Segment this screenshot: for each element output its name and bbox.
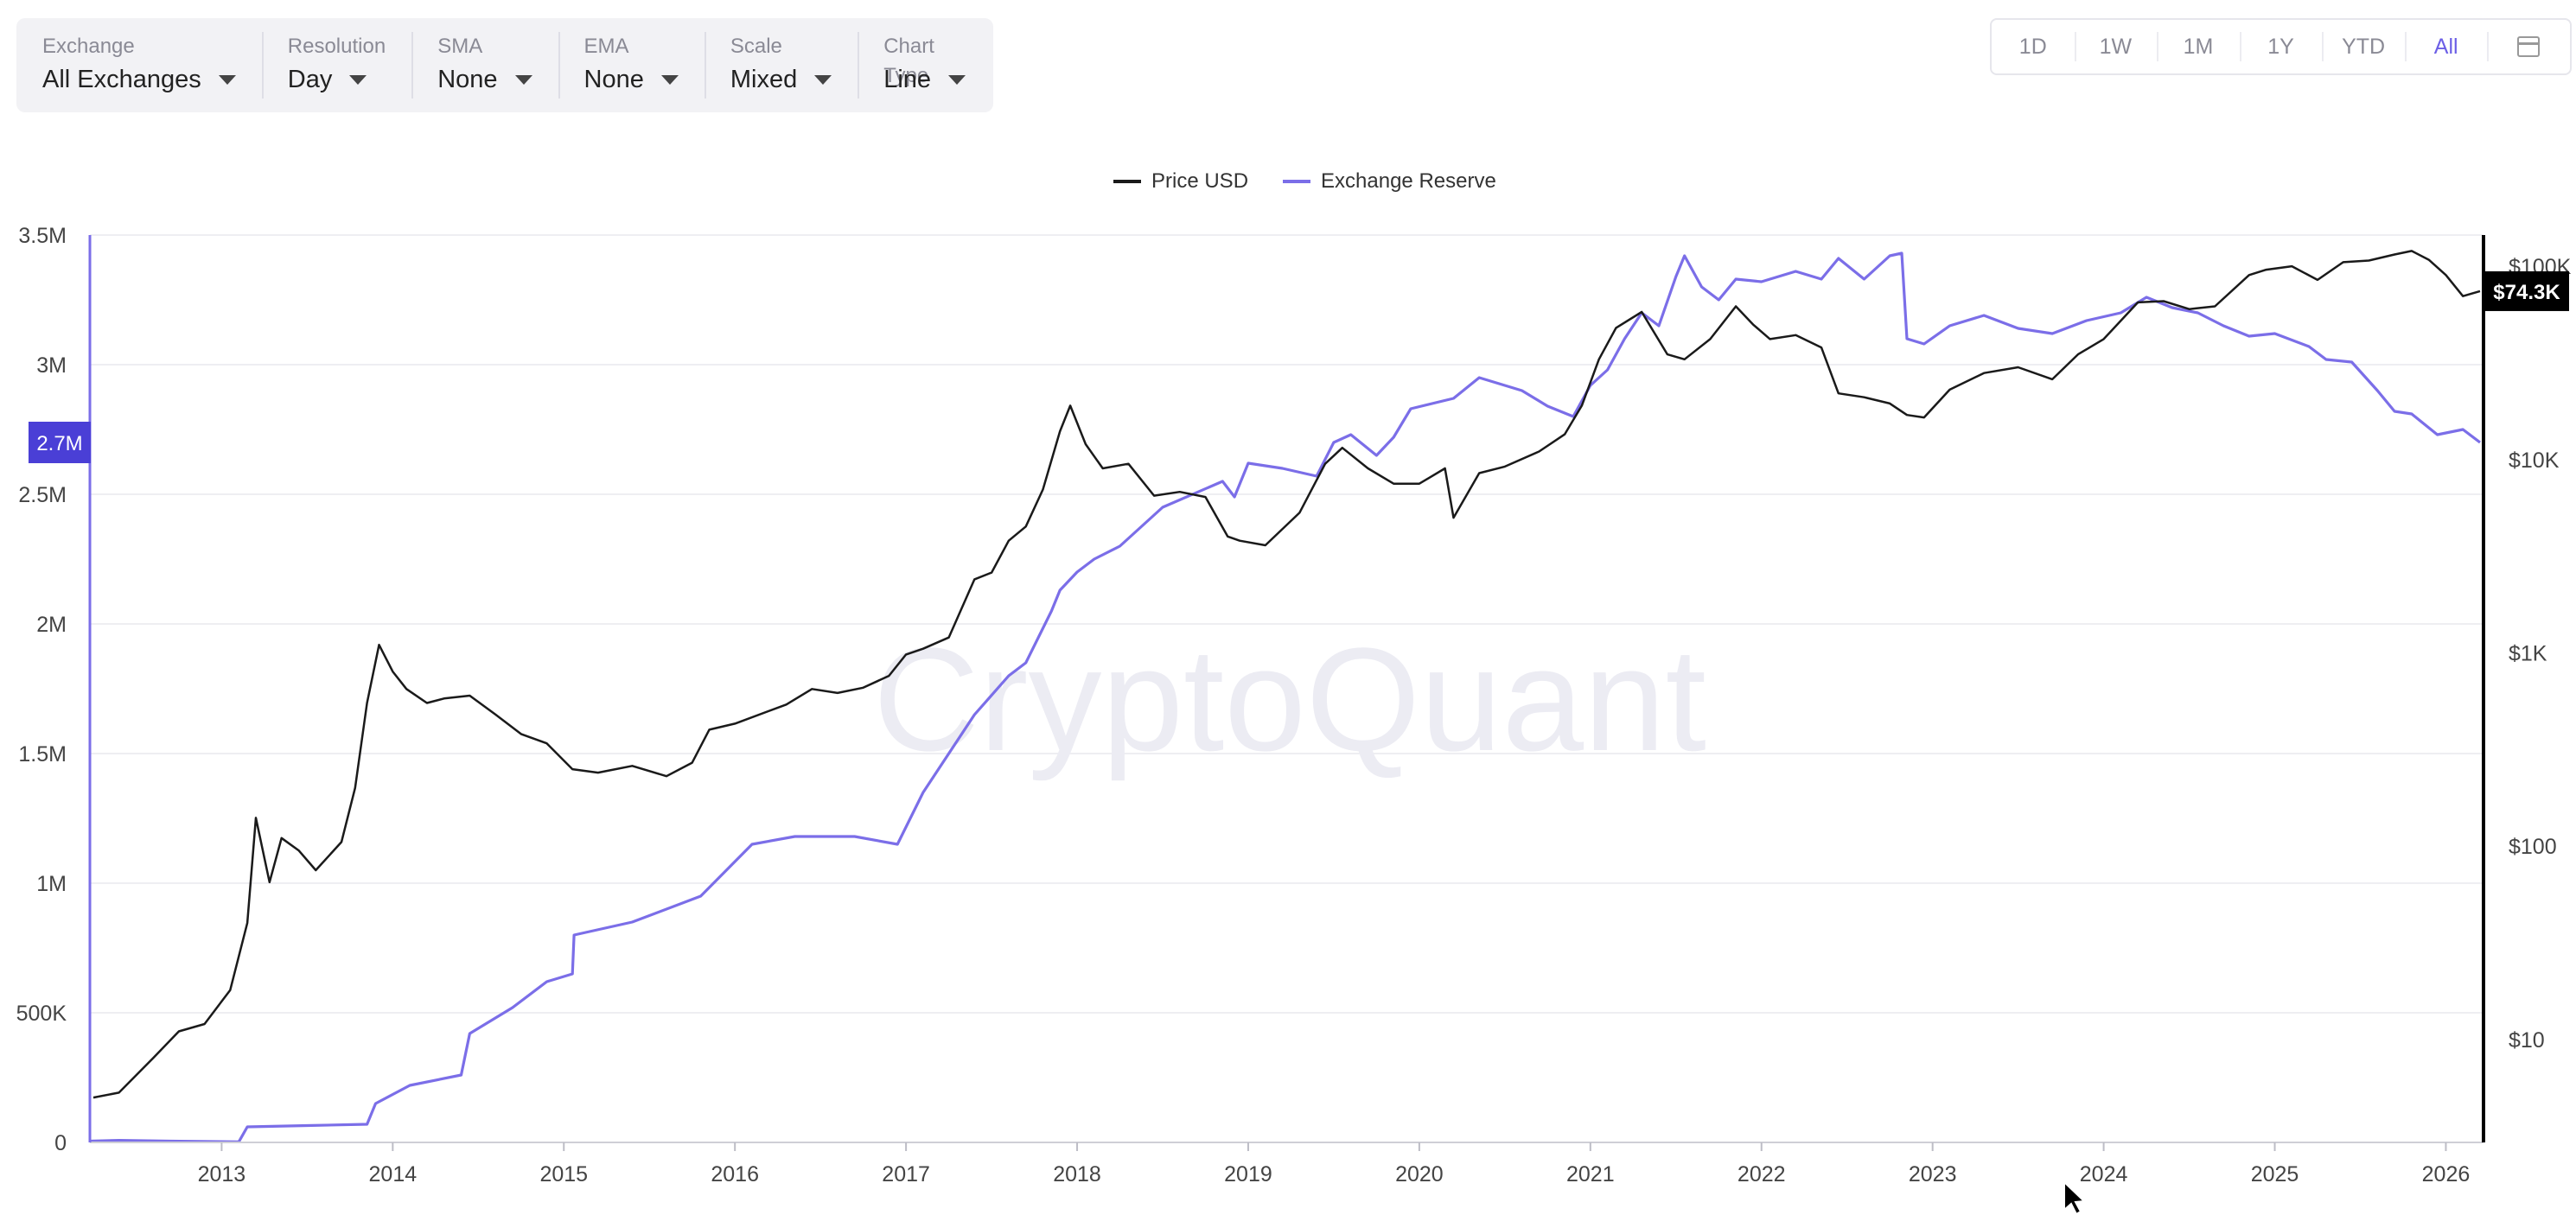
legend-label-price: Price USD bbox=[1151, 169, 1249, 193]
reserve-line bbox=[89, 251, 2481, 1143]
range-1y-button[interactable]: 1Y bbox=[2239, 20, 2323, 73]
x-axis-tick-label: 2021 bbox=[1566, 1162, 1615, 1186]
price-value-badge-label: $74.3K bbox=[2493, 281, 2560, 304]
price-value-badge bbox=[2484, 270, 2569, 311]
x-axis-tick-label: 2019 bbox=[1224, 1162, 1272, 1186]
reserve-value-badge-label: 2.7M bbox=[36, 432, 82, 455]
reserve-value-badge bbox=[29, 422, 91, 463]
ema-select-label: EMA bbox=[583, 35, 629, 58]
exchange-select-label: Exchange bbox=[42, 35, 135, 58]
gridlines bbox=[90, 234, 2484, 1014]
legend-label-reserve: Exchange Reserve bbox=[1321, 169, 1496, 193]
chart-type-select-label: Chart Type bbox=[883, 35, 934, 87]
legend-item-price[interactable]: Price USD bbox=[1113, 169, 1248, 194]
ema-select[interactable]: EMA None bbox=[558, 18, 705, 112]
sma-select-label: SMA bbox=[437, 35, 483, 58]
scale-select-value: Mixed bbox=[730, 66, 798, 93]
legend-swatch-reserve bbox=[1283, 180, 1311, 183]
caret-down-icon bbox=[514, 74, 532, 85]
x-axis-tick-label: 2016 bbox=[711, 1162, 759, 1186]
exchange-select-value: All Exchanges bbox=[42, 66, 201, 93]
resolution-select-value: Day bbox=[287, 66, 333, 93]
chart-controls: Exchange All Exchanges Resolution Day SM… bbox=[16, 18, 993, 112]
left-axis-tick-label: 500K bbox=[16, 1002, 67, 1026]
range-all-button[interactable]: All bbox=[2404, 20, 2488, 73]
watermark-logo: CryptoQuant bbox=[873, 618, 1706, 782]
left-axis-tick-label: 2.5M bbox=[18, 483, 67, 507]
left-axis-tick-label: 0 bbox=[54, 1131, 67, 1155]
exchange-select[interactable]: Exchange All Exchanges bbox=[16, 18, 262, 112]
resolution-select-label: Resolution bbox=[287, 35, 386, 58]
scale-select-label: Scale bbox=[730, 35, 782, 58]
left-axis-tick-label: 1.5M bbox=[18, 742, 67, 767]
caret-down-icon bbox=[218, 74, 236, 85]
date-picker-button[interactable] bbox=[2487, 20, 2570, 73]
x-axis-tick-label: 2025 bbox=[2251, 1162, 2299, 1186]
chart-type-select[interactable]: Chart Type Line bbox=[858, 18, 993, 112]
scale-select[interactable]: Scale Mixed bbox=[704, 18, 858, 112]
right-axis-tick-label: $10K bbox=[2509, 448, 2560, 473]
right-axis-tick-label: $10 bbox=[2509, 1028, 2545, 1053]
chart-type-select-value: Line bbox=[883, 66, 932, 93]
right-axis-tick-label: $100 bbox=[2509, 835, 2557, 859]
chart-legend: Price USD Exchange Reserve bbox=[1113, 166, 1531, 197]
range-ytd-button[interactable]: YTD bbox=[2322, 20, 2405, 73]
price-series bbox=[92, 250, 2481, 1099]
mouse-cursor-icon bbox=[2063, 1180, 2087, 1215]
x-axis-tick-label: 2026 bbox=[2422, 1162, 2471, 1186]
caret-down-icon bbox=[660, 74, 679, 85]
left-axis-tick-label: 2M bbox=[36, 613, 67, 637]
left-axis-tick-label: 3M bbox=[36, 353, 67, 378]
x-axis-tick-label: 2023 bbox=[1909, 1162, 1957, 1186]
resolution-select[interactable]: Resolution Day bbox=[261, 18, 411, 112]
left-axis-tick-label: 3.5M bbox=[18, 224, 67, 248]
range-1m-button[interactable]: 1M bbox=[2157, 20, 2240, 73]
range-1w-button[interactable]: 1W bbox=[2074, 20, 2158, 73]
caret-down-icon bbox=[948, 74, 966, 85]
left-axis-tick-label: 1M bbox=[36, 872, 67, 896]
range-1d-button[interactable]: 1D bbox=[2018, 34, 2047, 59]
time-range-selector: 1D 1W 1M 1Y YTD All bbox=[1990, 18, 2572, 75]
ema-select-value: None bbox=[583, 66, 644, 93]
x-axis-tick-label: 2018 bbox=[1053, 1162, 1101, 1186]
x-axis-tick-label: 2020 bbox=[1395, 1162, 1444, 1186]
legend-swatch-price bbox=[1113, 180, 1141, 183]
series-layer bbox=[89, 250, 2481, 1143]
x-axis-tick-label: 2017 bbox=[882, 1162, 930, 1186]
caret-down-icon bbox=[349, 74, 367, 85]
sma-select-value: None bbox=[437, 66, 498, 93]
x-axis-tick-label: 2022 bbox=[1738, 1162, 1786, 1186]
x-axis-tick-label: 2014 bbox=[369, 1162, 418, 1186]
x-axis-tick-label: 2015 bbox=[539, 1162, 588, 1186]
sma-select[interactable]: SMA None bbox=[411, 18, 558, 112]
reserve-series bbox=[89, 251, 2481, 1143]
value-badges: 2.7M $74.3K bbox=[29, 270, 2569, 463]
price-line bbox=[92, 250, 2481, 1099]
legend-item-reserve[interactable]: Exchange Reserve bbox=[1283, 169, 1496, 194]
calendar-icon bbox=[2517, 36, 2541, 57]
x-axis-tick-label: 2024 bbox=[2080, 1162, 2128, 1186]
axes: 0500K1M1.5M2M2.5M3M3.5M$10$100$1K$10K$10… bbox=[16, 224, 2572, 1186]
right-axis-tick-label: $1K bbox=[2509, 641, 2547, 665]
x-axis-tick-label: 2013 bbox=[198, 1162, 246, 1186]
caret-down-icon bbox=[814, 74, 832, 85]
